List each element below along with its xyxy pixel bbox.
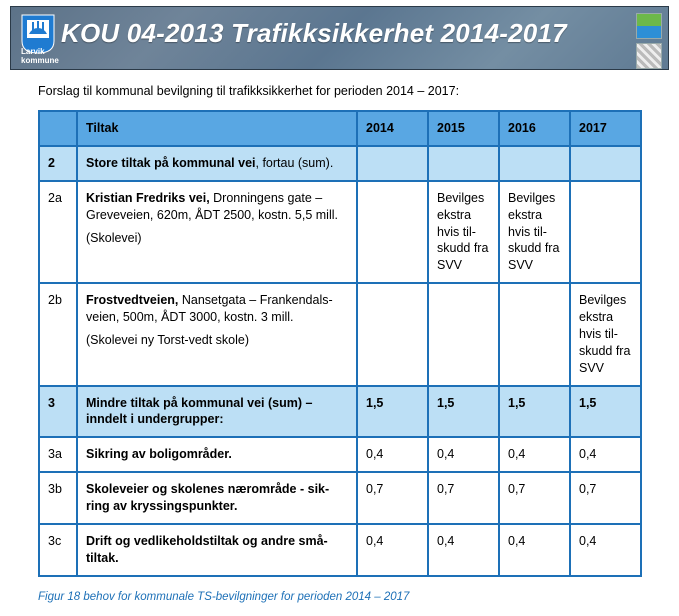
cell-2014: 0,4	[357, 437, 428, 472]
row-desc-bold: Kristian Fredriks vei,	[86, 191, 210, 205]
intro-text: Forslag til kommunal bevilgning til traf…	[38, 84, 679, 98]
row-desc: Mindre tiltak på kommunal vei (sum) – in…	[77, 386, 357, 438]
crest-label-line2: kommune	[21, 56, 59, 65]
cell-2014: 0,4	[357, 524, 428, 576]
cell-2014: 0,7	[357, 472, 428, 524]
cell-2014	[357, 146, 428, 181]
partner-logo-icon	[636, 13, 662, 39]
cell-2016: 1,5	[499, 386, 570, 438]
row-desc-bold: Mindre tiltak på kommunal vei (sum) – in…	[86, 396, 312, 427]
row-desc: Drift og vedlikeholdstiltak og andre små…	[77, 524, 357, 576]
row-id: 3b	[39, 472, 77, 524]
row-desc-bold: Store tiltak på kommunal vei	[86, 156, 256, 170]
cell-2017: 1,5	[570, 386, 641, 438]
col-2014: 2014	[357, 111, 428, 146]
cell-2016: 0,7	[499, 472, 570, 524]
cell-2014	[357, 181, 428, 283]
page: Larvik kommune KOU 04-2013 Trafikksikker…	[0, 6, 679, 615]
cell-2016: 0,4	[499, 437, 570, 472]
crest-label: Larvik kommune	[21, 47, 59, 65]
row-desc-bold: Sikring av boligområder.	[86, 447, 232, 461]
bevilgning-table: Tiltak 2014 2015 2016 2017 2 Store tilta…	[38, 110, 642, 577]
cell-2015	[428, 146, 499, 181]
col-2015: 2015	[428, 111, 499, 146]
col-2016: 2016	[499, 111, 570, 146]
table-row: 3b Skoleveier og skolenes nærområde - si…	[39, 472, 641, 524]
row-desc-sub: (Skolevei ny Torst-vedt skole)	[86, 332, 348, 349]
cell-2015: 0,4	[428, 437, 499, 472]
cell-2017	[570, 181, 641, 283]
row-desc: Skoleveier og skolenes nærområde - sik-r…	[77, 472, 357, 524]
cell-2016	[499, 283, 570, 385]
row-id: 3	[39, 386, 77, 438]
table-header-row: Tiltak 2014 2015 2016 2017	[39, 111, 641, 146]
right-logos	[636, 13, 662, 69]
cell-2017: 0,7	[570, 472, 641, 524]
row-id: 3a	[39, 437, 77, 472]
row-desc: Store tiltak på kommunal vei, fortau (su…	[77, 146, 357, 181]
row-desc-bold: Frostvedtveien,	[86, 293, 178, 307]
cell-2017: 0,4	[570, 524, 641, 576]
cell-2015	[428, 283, 499, 385]
cell-2016: Bevilges ekstra hvis til-skudd fra SVV	[499, 181, 570, 283]
page-title: KOU 04-2013 Trafikksikkerhet 2014-2017	[61, 18, 567, 49]
cell-2014: 1,5	[357, 386, 428, 438]
row-desc-sub: (Skolevei)	[86, 230, 348, 247]
row-desc-rest: , fortau (sum).	[256, 156, 334, 170]
table-row: 3 Mindre tiltak på kommunal vei (sum) – …	[39, 386, 641, 438]
col-desc: Tiltak	[77, 111, 357, 146]
figure-caption: Figur 18 behov for kommunale TS-bevilgni…	[38, 591, 679, 603]
table-row: 2a Kristian Fredriks vei, Dronningens ga…	[39, 181, 641, 283]
cell-2017: Bevilges ekstra hvis til-skudd fra SVV	[570, 283, 641, 385]
table-row: 2b Frostvedtveien, Nansetgata – Frankend…	[39, 283, 641, 385]
cell-2017: 0,4	[570, 437, 641, 472]
cell-2015: 1,5	[428, 386, 499, 438]
row-desc: Kristian Fredriks vei, Dronningens gate …	[77, 181, 357, 283]
qr-icon	[636, 43, 662, 69]
table-row: 2 Store tiltak på kommunal vei, fortau (…	[39, 146, 641, 181]
cell-2017	[570, 146, 641, 181]
cell-2016	[499, 146, 570, 181]
table-row: 3a Sikring av boligområder. 0,4 0,4 0,4 …	[39, 437, 641, 472]
row-desc: Frostvedtveien, Nansetgata – Frankendals…	[77, 283, 357, 385]
cell-2015: Bevilges ekstra hvis til-skudd fra SVV	[428, 181, 499, 283]
row-desc: Sikring av boligområder.	[77, 437, 357, 472]
header-banner: Larvik kommune KOU 04-2013 Trafikksikker…	[10, 6, 669, 70]
col-2017: 2017	[570, 111, 641, 146]
crest-label-line1: Larvik	[21, 47, 45, 56]
cell-2016: 0,4	[499, 524, 570, 576]
cell-2015: 0,7	[428, 472, 499, 524]
row-id: 2b	[39, 283, 77, 385]
row-desc-bold: Skoleveier og skolenes nærområde - sik-r…	[86, 482, 329, 513]
table-row: 3c Drift og vedlikeholdstiltak og andre …	[39, 524, 641, 576]
cell-2015: 0,4	[428, 524, 499, 576]
col-id	[39, 111, 77, 146]
row-desc-bold: Drift og vedlikeholdstiltak og andre små…	[86, 534, 328, 565]
row-id: 3c	[39, 524, 77, 576]
cell-2014	[357, 283, 428, 385]
row-id: 2	[39, 146, 77, 181]
row-id: 2a	[39, 181, 77, 283]
header-inner: Larvik kommune KOU 04-2013 Trafikksikker…	[11, 7, 668, 69]
